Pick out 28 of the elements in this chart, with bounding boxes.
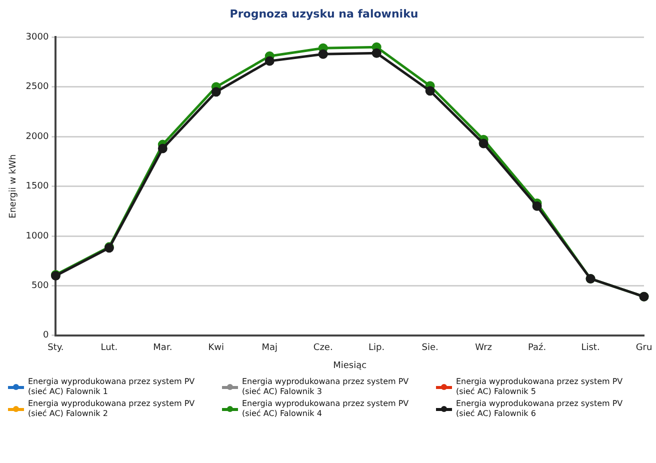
y-tick-label: 2500 [26,82,49,92]
legend-label: Energia wyprodukowana przez system PV (sieć AC) Falownik 6 [456,399,624,419]
x-tick-label: Wrz [475,343,492,354]
x-tick-label: Lip. [368,343,385,354]
legend-label: Energia wyprodukowana przez system PV (sieć AC) Falownik 5 [456,377,624,397]
legend-label: Energia wyprodukowana przez system PV (sieć AC) Falownik 1 [28,377,196,397]
legend-label: Energia wyprodukowana przez system PV (sieć AC) Falownik 3 [242,377,410,397]
x-axis-title: Miesiąc [333,360,367,371]
x-tick-label: Paź. [528,342,546,354]
y-tick-label: 1500 [26,182,49,192]
y-tick-label: 3000 [26,32,49,43]
x-tick-label: Lut. [100,343,118,354]
y-tick-label: 1000 [26,231,49,242]
x-tick-label: Mar. [153,343,172,354]
x-tick-label: Gru [636,343,652,354]
x-tick-label: Maj [262,343,278,354]
x-tick-label: List. [581,343,600,354]
x-tick-label: Sie. [422,343,438,354]
x-tick-label: Sty. [48,343,64,354]
x-tick-label: Kwi [208,343,224,354]
y-tick-label: 0 [42,330,49,341]
legend-label: Energia wyprodukowana przez system PV (sieć AC) Falownik 2 [28,399,196,419]
x-tick-label: Cze. [313,343,333,354]
legend-label: Energia wyprodukowana przez system PV (sieć AC) Falownik 4 [242,399,410,419]
y-tick-label: 2000 [26,132,49,142]
chart-title: Prognoza uzysku na falowniku [230,7,418,20]
y-tick-label: 500 [32,281,49,292]
y-axis-title: Energii w kWh [8,154,19,218]
